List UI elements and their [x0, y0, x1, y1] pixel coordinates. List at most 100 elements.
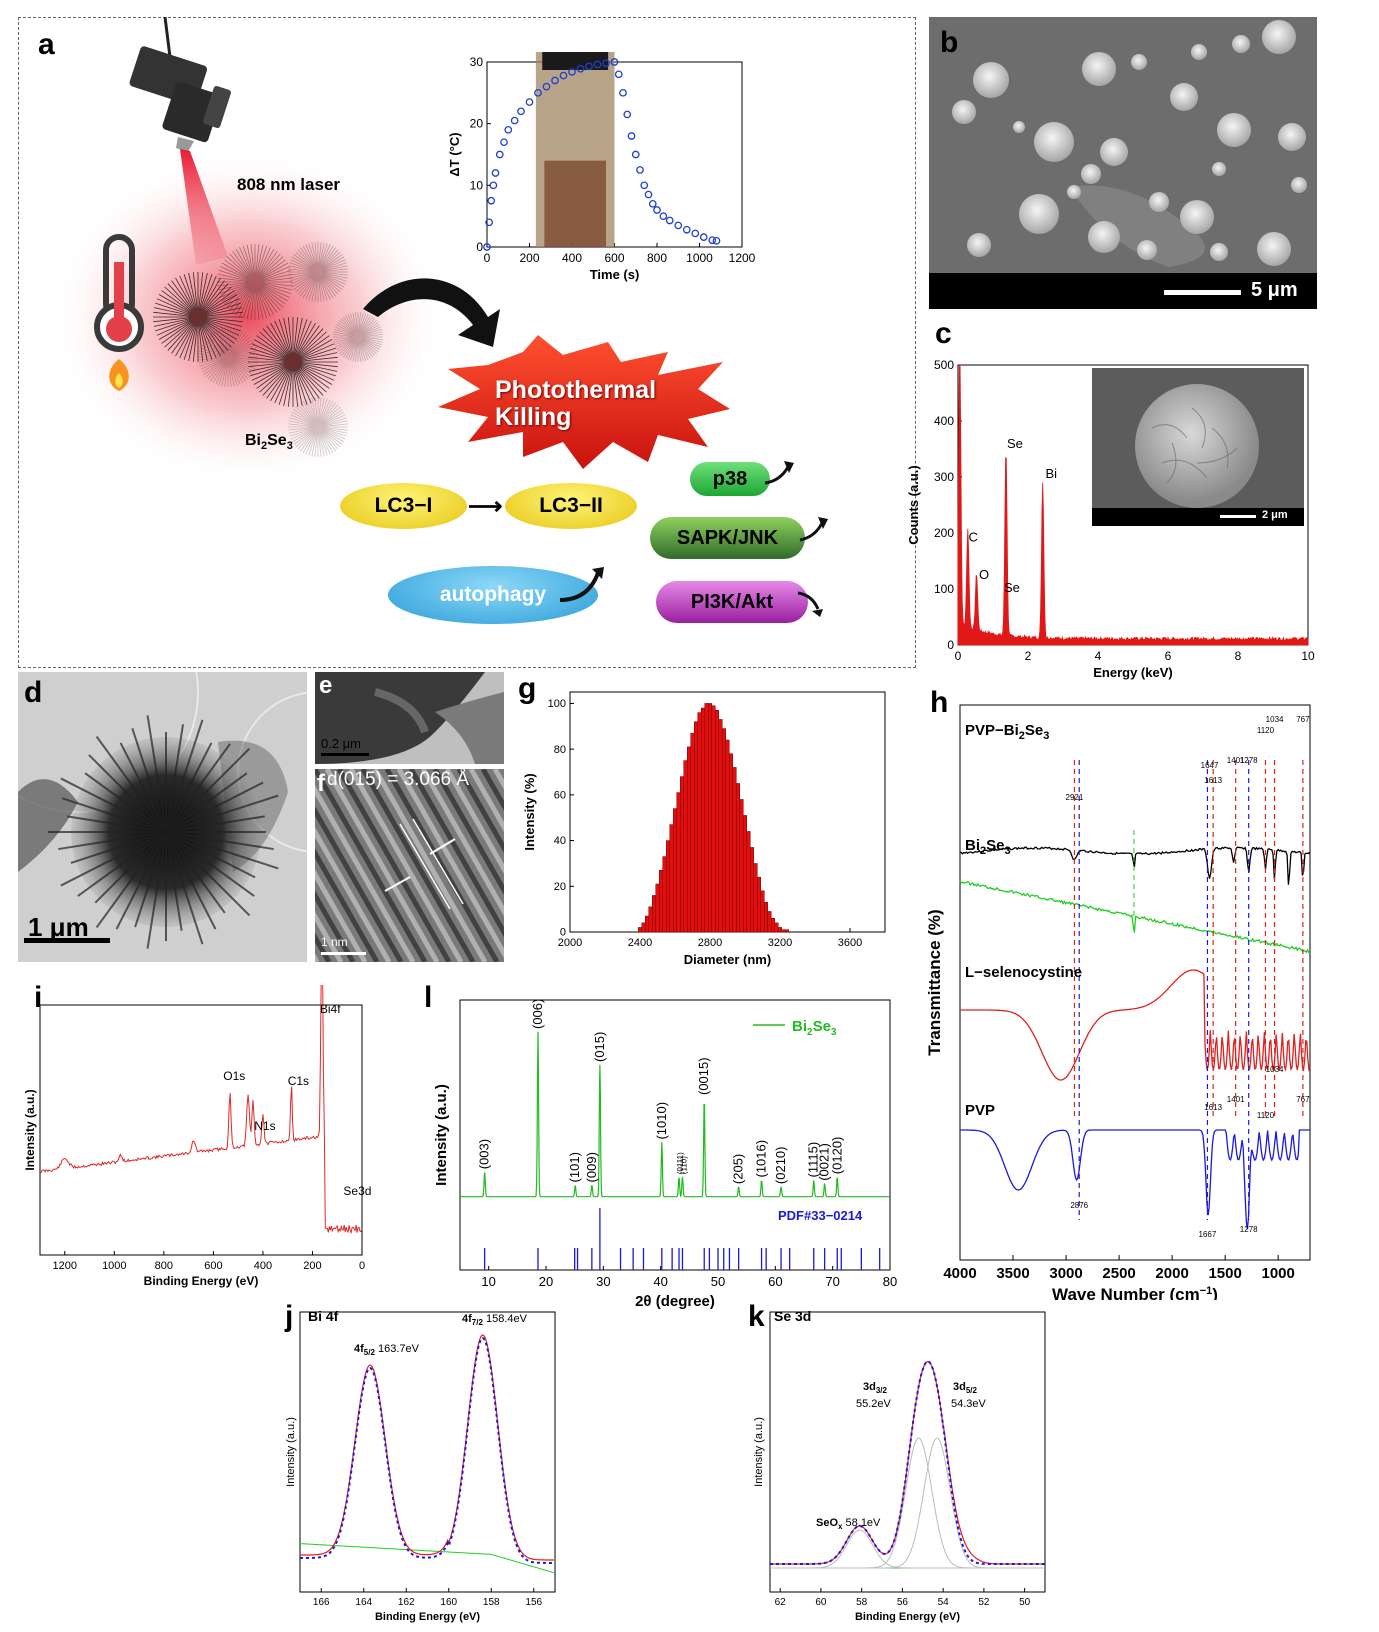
y-tick-label: 400: [934, 414, 954, 428]
lattice-fringe: [315, 848, 380, 962]
sphere-spike: [200, 344, 229, 358]
peak-label: (0111): [676, 1152, 685, 1174]
sphere-spike: [317, 271, 343, 290]
lc3-ii-pill: LC3−II: [505, 483, 637, 529]
thermometer-icon: [94, 234, 144, 352]
lattice-label: d(015) = 3.066 Å: [327, 769, 470, 790]
x-tick-label: 1000: [1261, 1265, 1294, 1282]
sphere-spike: [288, 420, 319, 428]
panel-f-letter: f: [317, 770, 325, 797]
x-tick-label: 1000: [102, 1260, 126, 1272]
peak-label: 4f7/2 158.4eV: [462, 1313, 528, 1327]
photothermal-killing-label: Photothermal Killing: [495, 376, 657, 431]
sphere-spike: [357, 336, 374, 358]
sphere-spike: [205, 336, 229, 358]
microsphere: [1088, 221, 1120, 253]
panel-i-letter: i: [34, 981, 43, 1014]
x-tick-label: 54: [938, 1597, 950, 1608]
x-tick-label: 2: [1025, 649, 1032, 663]
peak-label: Bi: [1046, 466, 1058, 481]
microsphere: [1034, 122, 1074, 162]
xrd-chart: 10 20 30 40 50 60 70 80 (003) (006) (101) (009) (015…: [433, 999, 897, 1310]
lattice-fringe: [315, 869, 368, 962]
plot-frame: [39, 1004, 363, 1256]
sphere-core: [312, 421, 324, 433]
tem-spike: [165, 831, 255, 897]
sphere-spike: [317, 414, 346, 428]
lattice-fringe: [372, 769, 488, 962]
histogram-bar: [725, 739, 730, 933]
x-tick-label: 160: [440, 1597, 457, 1608]
laser-device-icon: [129, 17, 231, 152]
histogram-bar: [781, 929, 786, 933]
tem-spike: [67, 815, 167, 833]
x-axis-label: Binding Energy (eV): [855, 1611, 960, 1623]
sphere-spike: [347, 313, 359, 338]
sphere-spike: [334, 336, 359, 348]
sphere-spike: [293, 271, 319, 290]
sphere-spike: [317, 400, 334, 428]
y-axis-label: Intensity (%): [522, 773, 537, 850]
sem-image-b: 5 μm: [929, 17, 1317, 309]
sphere-spike: [317, 265, 348, 273]
flame-icon: [109, 359, 129, 391]
panel-a-illustration: [48, 17, 730, 487]
sphere-spike: [227, 356, 258, 364]
peak-label: 4f5/2 163.7eV: [354, 1343, 420, 1357]
sphere-core: [222, 351, 234, 363]
sphere-spike: [357, 319, 377, 338]
spiky-sphere: [288, 242, 348, 302]
histogram-bar: [652, 895, 656, 933]
sphere-spike: [317, 271, 339, 295]
peak-annotation: 1647: [1201, 761, 1219, 770]
data-point: [674, 221, 683, 230]
tem-spike: [165, 794, 279, 833]
peak-label: (0021): [817, 1143, 832, 1181]
sphere-spike: [210, 332, 229, 358]
sphere-spike: [218, 328, 229, 358]
sphere-spike: [333, 333, 359, 338]
y-tick-label: 100: [934, 582, 954, 596]
sphere-spike: [227, 356, 232, 387]
sphere-spike: [317, 256, 345, 273]
sphere-spike: [349, 336, 359, 361]
tem-spike: [115, 831, 167, 930]
histogram-bar: [774, 922, 779, 933]
pi3k-akt-pill: PI3K/Akt: [656, 581, 808, 623]
sphere-spike: [290, 426, 319, 440]
sphere-spike: [308, 243, 319, 273]
up-arrow-icon: [799, 522, 824, 542]
microsphere: [1019, 194, 1059, 234]
sphere-spike: [337, 336, 359, 353]
panel-g-letter: g: [518, 672, 537, 705]
debris: [1069, 185, 1205, 267]
sphere-spike: [305, 426, 319, 455]
sphere-spike: [227, 356, 246, 382]
series-pvp-bi2se3: [959, 846, 1311, 885]
tem-spike: [165, 772, 248, 833]
x-tick-label: 58: [856, 1597, 868, 1608]
sphere-spike: [317, 251, 341, 273]
tem-spike: [60, 777, 167, 833]
sphere-spike: [227, 336, 251, 358]
sphere-spike: [295, 426, 319, 448]
sphere-spike: [345, 336, 359, 359]
xps-se3d-chart: 62 60 58 56 54 52 50 Se 3d SeOx 58.1eV 3d3/2 55.2e…: [753, 1308, 1046, 1623]
lattice-fringe: [315, 827, 392, 962]
data-point: [648, 199, 657, 208]
x-tick-label: 800: [647, 251, 667, 265]
sphere-spike: [317, 262, 347, 273]
lattice-fringe: [444, 769, 504, 875]
x-tick-label: 600: [604, 251, 624, 265]
tem-spike: [146, 831, 167, 949]
sphere-spike: [291, 271, 319, 288]
sphere-spike: [339, 319, 359, 338]
data-point: [659, 212, 668, 221]
peak-label: Bi4f: [320, 1002, 341, 1016]
histogram-bar: [746, 831, 751, 933]
fringe-marker: [412, 818, 464, 905]
peak-annotation: 2921: [1066, 793, 1084, 802]
sphere-spike: [293, 409, 319, 428]
sphere-spike: [227, 327, 235, 358]
microsphere: [1180, 200, 1214, 234]
